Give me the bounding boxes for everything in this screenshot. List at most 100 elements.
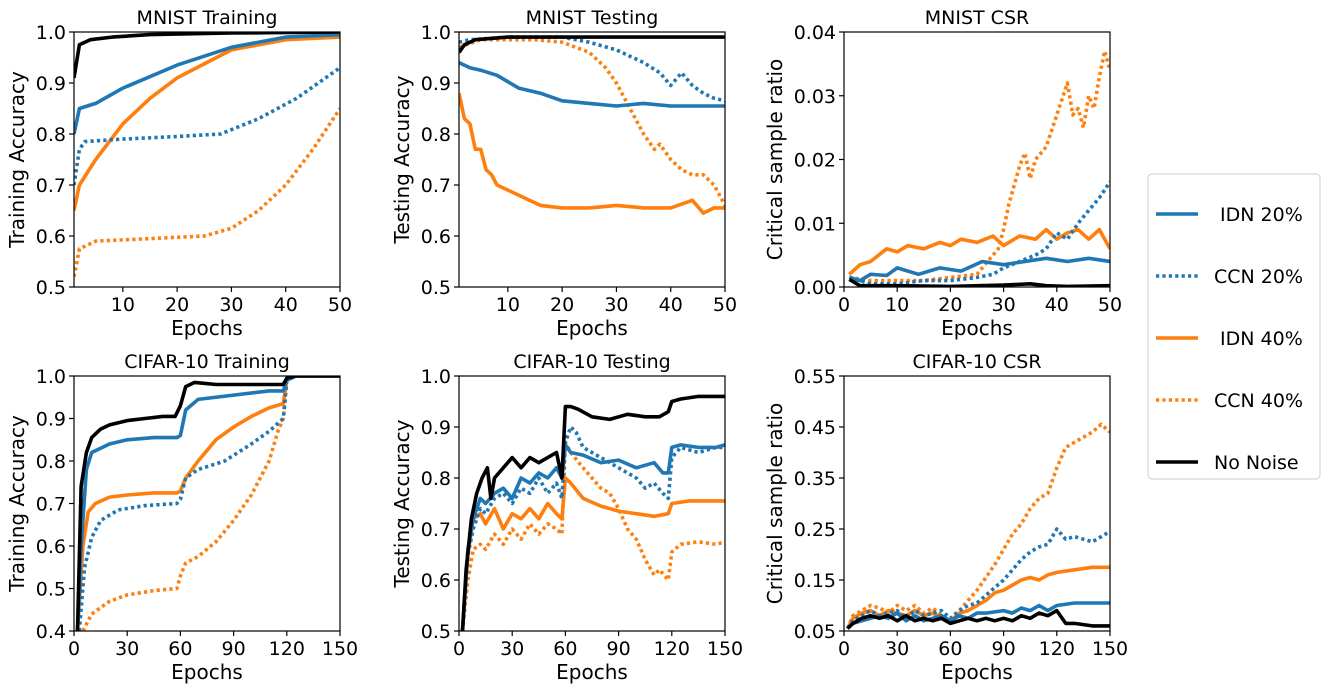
x-tick-label: 20 (165, 294, 189, 316)
y-axis-label: Critical sample ratio (763, 59, 787, 261)
chart-title: CIFAR-10 Training (124, 351, 290, 373)
series-line-idn-20 (74, 32, 340, 135)
series-group (845, 422, 1110, 630)
y-tick-label: 0.25 (794, 519, 836, 541)
chart-panel-6: 0 30 60 90 120 150 0.05 0.15 0.25 0.35 0.45 0.55 CIF… (763, 351, 1128, 684)
y-tick-label: 1.0 (421, 22, 451, 44)
y-tick-label: 0.7 (36, 175, 66, 197)
series-line-ccn-40 (74, 107, 340, 278)
plot-frame (458, 375, 726, 632)
x-tick-label: 90 (992, 638, 1016, 660)
series-line-idn-40 (459, 92, 725, 215)
y-tick-label: 0.05 (794, 621, 836, 643)
x-axis-label: Epochs (941, 660, 1013, 684)
y-tick-label: 0.9 (36, 73, 66, 95)
y-tick-label: 0.9 (36, 409, 66, 431)
series-group (74, 32, 340, 278)
y-tick-label: 0.5 (36, 579, 66, 601)
y-tick-label: 0.9 (421, 73, 451, 95)
chart-title: MNIST Testing (526, 7, 659, 29)
y-tick-label: 0.02 (794, 150, 836, 172)
x-tick-label: 0 (838, 638, 850, 660)
x-tick-label: 90 (607, 638, 631, 660)
series-line-ccn-40 (459, 37, 725, 207)
legend: IDN 20% CCN 20% IDN 40% CCN 40% No Noise (1147, 173, 1321, 480)
y-axis-label: Critical sample ratio (763, 403, 787, 605)
legend-item: IDN 20% (1156, 204, 1303, 226)
x-tick-label: 120 (269, 638, 305, 660)
plot-frame (843, 375, 1111, 632)
series-line-no-noise (460, 394, 725, 631)
x-tick-label: 60 (553, 638, 577, 660)
series-line-no-noise (74, 32, 340, 79)
chart-title: MNIST CSR (925, 7, 1029, 29)
x-tick-label: 10 (496, 294, 520, 316)
series-line-ccn-40 (81, 376, 340, 631)
series-line-ccn-20 (77, 376, 340, 631)
x-tick-label: 150 (707, 638, 743, 660)
x-axis-label: Epochs (171, 316, 243, 340)
series-line-ccn-20 (846, 527, 1110, 630)
y-tick-label: 1.0 (421, 366, 451, 388)
series-line-no-noise (846, 608, 1110, 630)
series-line-ccn-20 (459, 35, 725, 103)
x-tick-label: 60 (168, 638, 192, 660)
x-tick-label: 90 (222, 638, 246, 660)
x-tick-label: 150 (1092, 638, 1128, 660)
series-line-ccn-20 (460, 425, 725, 631)
chart-panel-5: 0 30 60 90 120 150 0.5 0.6 0.7 0.8 0.9 1.0 CIFAR-10 … (390, 351, 743, 684)
y-tick-label: 0.03 (794, 86, 836, 108)
chart-panel-3: 0 10 20 30 40 50 0.00 0.01 0.02 0.03 0.04 MNIST CSR… (763, 7, 1122, 340)
y-tick-label: 0.8 (421, 468, 451, 490)
chart-title: MNIST Training (137, 7, 278, 29)
legend-box (1147, 173, 1321, 480)
x-tick-label: 40 (659, 294, 683, 316)
plot-frame (73, 375, 341, 632)
x-tick-label: 40 (274, 294, 298, 316)
x-tick-label: 20 (938, 294, 962, 316)
series-line-idn-40 (460, 476, 725, 631)
y-tick-label: 0.7 (421, 519, 451, 541)
x-axis-label: Epochs (171, 660, 243, 684)
chart-title: CIFAR-10 CSR (912, 351, 1041, 373)
x-tick-label: 0 (68, 638, 80, 660)
y-tick-label: 0.5 (421, 277, 451, 299)
series-line-no-noise (459, 35, 725, 54)
x-tick-label: 120 (1039, 638, 1075, 660)
x-tick-label: 120 (654, 638, 690, 660)
y-axis-label: Testing Accuracy (390, 419, 414, 588)
x-axis-label: Epochs (941, 316, 1013, 340)
x-tick-label: 40 (1045, 294, 1069, 316)
legend-label: CCN 20% (1214, 266, 1303, 288)
y-axis-label: Testing Accuracy (390, 75, 414, 244)
y-tick-label: 0.6 (421, 570, 451, 592)
x-tick-label: 30 (115, 638, 139, 660)
y-tick-label: 0.5 (36, 277, 66, 299)
x-tick-label: 30 (885, 638, 909, 660)
series-line-ccn-20 (74, 66, 340, 186)
y-tick-label: 0.00 (794, 277, 836, 299)
y-tick-label: 0.8 (421, 124, 451, 146)
y-axis-label: Training Accuracy (5, 71, 29, 249)
y-tick-label: 0.9 (421, 417, 451, 439)
x-axis-label: Epochs (556, 316, 628, 340)
x-tick-label: 0 (838, 294, 850, 316)
series-line-no-noise (75, 376, 340, 631)
y-tick-label: 0.7 (36, 494, 66, 516)
x-tick-label: 30 (219, 294, 243, 316)
y-tick-label: 0.8 (36, 451, 66, 473)
series-group (75, 376, 340, 631)
y-tick-label: 0.35 (794, 468, 836, 490)
x-tick-label: 50 (1098, 294, 1122, 316)
series-line-idn-20 (460, 443, 725, 631)
series-line-idn-20 (459, 60, 725, 108)
series-line-idn-20 (848, 256, 1110, 283)
series-line-idn-40 (74, 35, 340, 211)
series-line-idn-40 (75, 376, 340, 631)
x-tick-label: 30 (992, 294, 1016, 316)
legend-label: No Noise (1214, 452, 1299, 474)
x-tick-label: 50 (713, 294, 737, 316)
series-line-ccn-40 (849, 49, 1110, 283)
y-axis-label: Training Accuracy (5, 415, 29, 593)
